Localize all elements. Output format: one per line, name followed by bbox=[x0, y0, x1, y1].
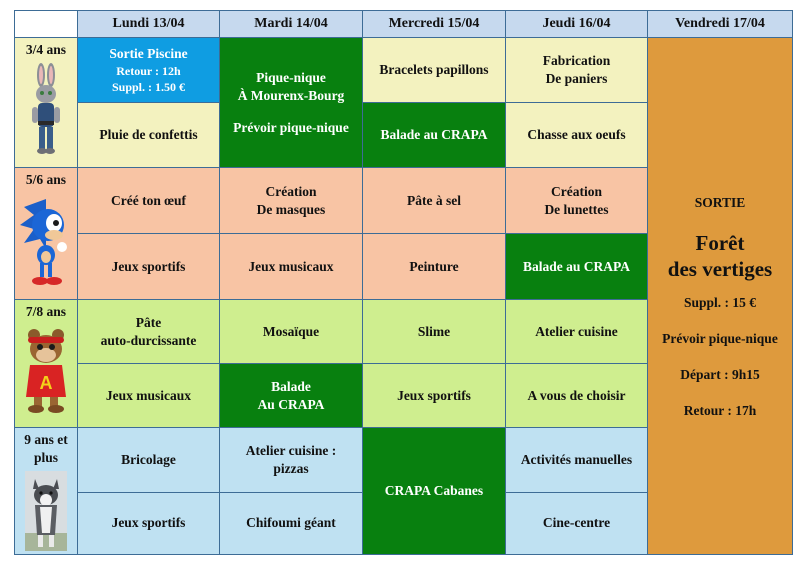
destination-line-1: Forêt bbox=[695, 231, 745, 255]
pizzas-line-2: pizzas bbox=[273, 460, 309, 476]
sortie-depart: Départ : 9h15 bbox=[680, 367, 760, 382]
cell-mardi-chifoumi: Chifoumi géant bbox=[219, 491, 363, 555]
pique-nique-note: Prévoir pique-nique bbox=[233, 119, 349, 135]
sortie-suppl: Suppl. : 15 € bbox=[683, 295, 757, 310]
cell-mardi-balade: Balade Au CRAPA bbox=[219, 363, 363, 428]
cell-jeudi-cine-centre: Cine-centre bbox=[505, 491, 648, 555]
cell-jeudi-lunettes: Création De lunettes bbox=[505, 167, 648, 234]
cell-mardi-masques: Création De masques bbox=[219, 167, 363, 234]
table-row: Jeux musicaux Balade Au CRAPA Jeux sport… bbox=[15, 363, 793, 428]
table-row: 7/8 ans A Pâte auto-durcissante Mosaïque… bbox=[14, 299, 793, 428]
sortie-piscine-suppl: Suppl. : 1.50 € bbox=[111, 80, 186, 94]
cell-lundi-jeux-sportifs-9: Jeux sportifs bbox=[77, 491, 220, 555]
cell-jeudi-chasse: Chasse aux oeufs bbox=[505, 102, 648, 168]
age-cell-3-4: 3/4 ans bbox=[14, 37, 78, 168]
sortie-piscine-retour: Retour : 12h bbox=[116, 64, 181, 78]
cell-jeudi-activites: Activités manuelles bbox=[505, 427, 648, 493]
cell-mercredi-pate-sel: Pâte à sel bbox=[362, 167, 506, 234]
cell-lundi-confettis: Pluie de confettis bbox=[77, 102, 220, 168]
cell-mercredi-jeux-sportifs: Jeux sportifs bbox=[362, 363, 506, 428]
age-label-line-1: 9 ans et bbox=[24, 432, 68, 447]
sortie-destination: Forêt des vertiges bbox=[652, 230, 788, 282]
header-lundi: Lundi 13/04 bbox=[77, 10, 220, 38]
balade-line-1: Balade bbox=[271, 378, 311, 394]
header-mardi: Mardi 14/04 bbox=[219, 10, 363, 38]
pique-nique-line-1: Pique-nique bbox=[256, 69, 326, 85]
cell-lundi-pate: Pâte auto-durcissante bbox=[77, 299, 220, 364]
sortie-retour: Retour : 17h bbox=[683, 403, 757, 418]
age-label: 5/6 ans bbox=[25, 172, 67, 187]
cell-mercredi-crapa-cabanes: CRAPA Cabanes bbox=[362, 427, 506, 555]
chipmunk-icon: A bbox=[26, 329, 66, 413]
lunettes-line-2: De lunettes bbox=[544, 201, 609, 217]
corner-cell bbox=[14, 10, 78, 38]
blue-hedgehog-icon bbox=[20, 199, 67, 285]
cell-mercredi-bracelets: Bracelets papillons bbox=[362, 37, 506, 103]
cell-lundi-sortie-piscine: Sortie Piscine Retour : 12h Suppl. : 1.5… bbox=[77, 37, 220, 103]
cell-mercredi-peinture: Peinture bbox=[362, 233, 506, 300]
pizzas-line-1: Atelier cuisine : bbox=[245, 442, 337, 458]
cell-mardi-jeux-musicaux: Jeux musicaux bbox=[219, 233, 363, 300]
table-row: 3/4 ans Sortie Piscine Retour : 12h Supp… bbox=[14, 37, 793, 555]
fabrication-line-2: De paniers bbox=[545, 71, 608, 86]
svg-text:A: A bbox=[40, 373, 53, 393]
table-row: Pluie de confettis Balade au CRAPA Chass… bbox=[15, 102, 793, 168]
table-row: Jeux sportifs Chifoumi géant Cine-centre bbox=[15, 491, 793, 555]
age-label: 7/8 ans bbox=[25, 304, 67, 319]
pique-nique-line-2: À Mourenx-Bourg bbox=[237, 87, 345, 103]
header-row: Lundi 13/04 Mardi 14/04 Mercredi 15/04 J… bbox=[14, 10, 793, 38]
age-cell-7-8: 7/8 ans A bbox=[14, 299, 78, 428]
sortie-piscine-title: Sortie Piscine bbox=[109, 46, 188, 61]
cell-jeudi-fabrication: Fabrication De paniers bbox=[505, 37, 648, 103]
fabrication-line-1: Fabrication bbox=[542, 53, 611, 68]
masques-line-2: De masques bbox=[256, 201, 326, 217]
masques-line-1: Création bbox=[265, 183, 317, 199]
table-row: 5/6 ans Créé ton œuf Création De masques… bbox=[14, 167, 793, 300]
age-cell-9-plus: 9 ans et plus bbox=[14, 427, 78, 555]
table-row: 9 ans et plus Bricolage Atelier cuisine … bbox=[14, 427, 793, 555]
cell-mercredi-balade: Balade au CRAPA bbox=[362, 102, 506, 168]
sortie-label: SORTIE bbox=[694, 195, 746, 210]
cell-jeudi-choisir: A vous de choisir bbox=[505, 363, 648, 428]
cell-vendredi-sortie: SORTIE Forêt des vertiges Suppl. : 15 € … bbox=[647, 37, 793, 555]
sortie-piquenique: Prévoir pique-nique bbox=[662, 331, 778, 346]
cell-mardi-pizzas: Atelier cuisine : pizzas bbox=[219, 427, 363, 493]
pate-line-1: Pâte bbox=[135, 314, 162, 330]
table-row: Jeux sportifs Jeux musicaux Peinture Bal… bbox=[15, 233, 793, 300]
age-label: 3/4 ans bbox=[25, 42, 67, 57]
header-jeudi: Jeudi 16/04 bbox=[505, 10, 648, 38]
cell-mardi-mosaique: Mosaïque bbox=[219, 299, 363, 364]
bunny-cop-icon bbox=[32, 63, 60, 154]
pate-line-2: auto-durcissante bbox=[100, 332, 197, 348]
balade-line-2: Au CRAPA bbox=[257, 396, 325, 412]
cell-jeudi-atelier-cuisine: Atelier cuisine bbox=[505, 299, 648, 364]
destination-line-2: des vertiges bbox=[667, 257, 773, 281]
cell-lundi-bricolage: Bricolage bbox=[77, 427, 220, 493]
age-cell-5-6: 5/6 ans bbox=[14, 167, 78, 300]
age-label-line-2: plus bbox=[33, 450, 59, 465]
cell-lundi-jeux-musicaux: Jeux musicaux bbox=[77, 363, 220, 428]
lunettes-line-1: Création bbox=[551, 183, 602, 199]
cell-mardi-pique-nique: Pique-nique À Mourenx-Bourg Prévoir piqu… bbox=[219, 37, 363, 168]
cell-lundi-oeuf: Créé ton œuf bbox=[77, 167, 220, 234]
husky-dog-icon bbox=[25, 471, 67, 551]
cell-jeudi-balade: Balade au CRAPA bbox=[505, 233, 648, 300]
cell-lundi-jeux-sportifs: Jeux sportifs bbox=[77, 233, 220, 300]
activity-schedule: Lundi 13/04 Mardi 14/04 Mercredi 15/04 J… bbox=[14, 10, 793, 555]
header-mercredi: Mercredi 15/04 bbox=[362, 10, 506, 38]
header-vendredi: Vendredi 17/04 bbox=[647, 10, 793, 38]
cell-mercredi-slime: Slime bbox=[362, 299, 506, 364]
